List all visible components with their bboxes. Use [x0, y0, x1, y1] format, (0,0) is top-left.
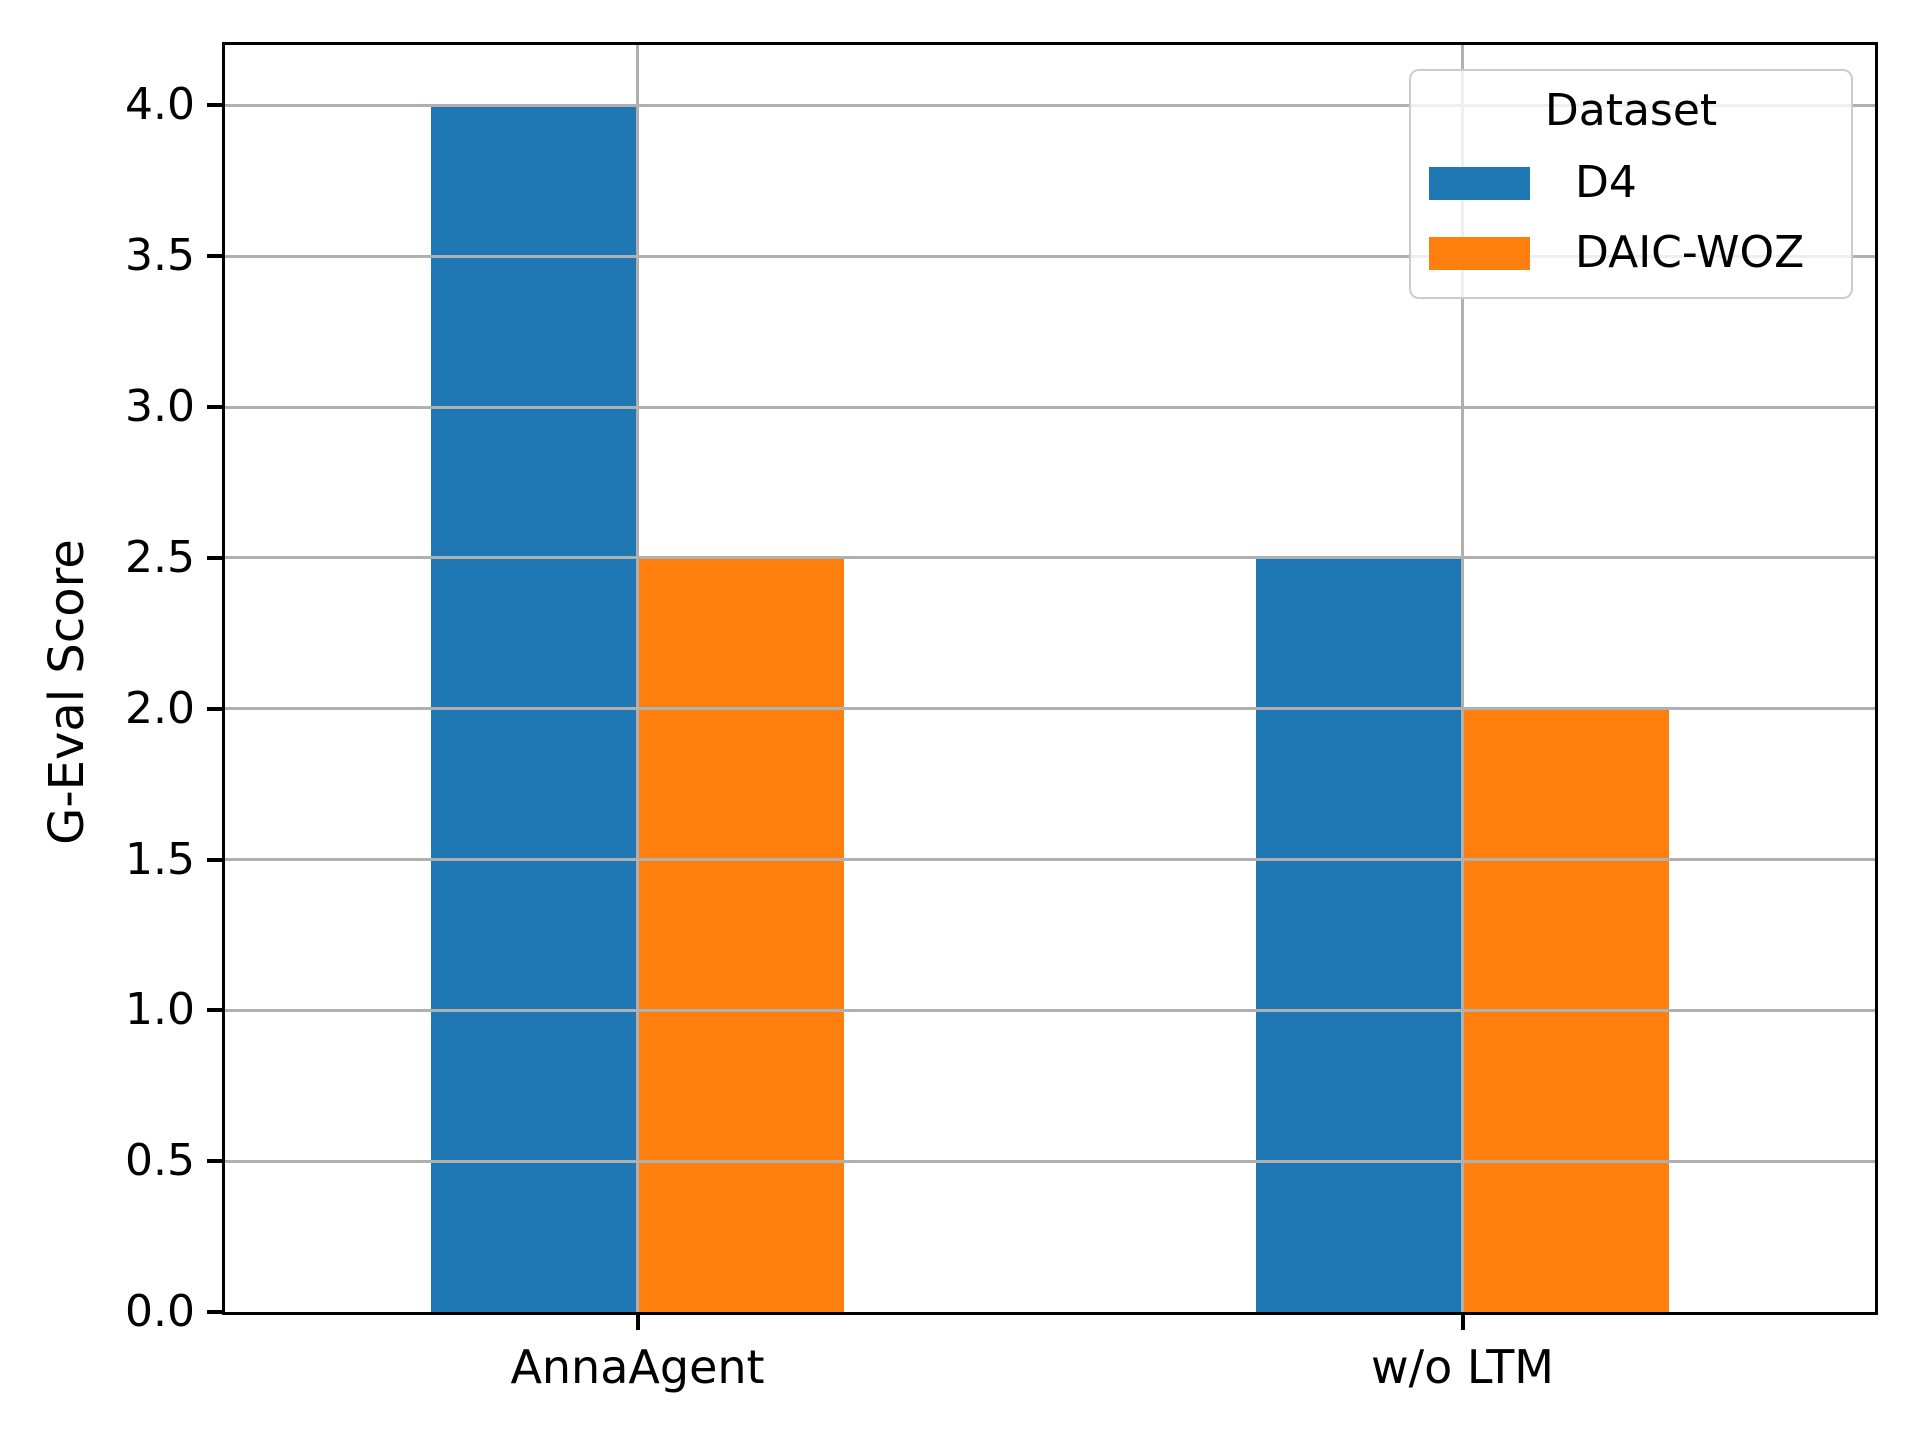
- y-gridline: [225, 1159, 1875, 1163]
- y-tick-label: 1.0: [125, 984, 195, 1036]
- y-gridline: [225, 707, 1875, 711]
- y-tickmark: [207, 857, 222, 862]
- grid-layer: [225, 45, 1875, 1312]
- x-gridline: [1461, 45, 1464, 1312]
- legend-label: D4: [1575, 157, 1637, 208]
- y-gridline: [225, 858, 1875, 861]
- y-gridline: [225, 103, 1875, 107]
- x-tick-label: AnnaAgent: [510, 1340, 765, 1394]
- legend-item: D4: [1429, 155, 1833, 211]
- legend-swatch: [1429, 236, 1530, 270]
- y-tick-label: 1.5: [125, 833, 195, 885]
- y-tickmark: [207, 1310, 222, 1314]
- y-tickmark: [207, 1008, 222, 1013]
- y-gridline: [225, 1008, 1875, 1012]
- y-tickmark: [207, 706, 222, 711]
- y-gridline: [225, 254, 1875, 258]
- y-gridline: [225, 556, 1875, 560]
- x-tickmark: [1460, 1315, 1465, 1330]
- bar-daic-woz-annaagent: [637, 557, 844, 1312]
- bars-layer: [225, 45, 1875, 1312]
- x-tickmark: [635, 1315, 640, 1330]
- y-tick-label: 3.0: [125, 381, 195, 432]
- x-tick-label: w/o LTM: [1371, 1340, 1554, 1394]
- bar-d4-w-o-ltm: [1256, 557, 1463, 1312]
- legend-label: DAIC-WOZ: [1575, 227, 1805, 278]
- y-tick-label: 0.5: [125, 1135, 195, 1187]
- y-tick-label: 0.0: [125, 1286, 195, 1337]
- y-tick-label: 2.5: [125, 531, 195, 583]
- y-tick-label: 4.0: [125, 79, 195, 131]
- y-tick-label: 2.0: [125, 682, 195, 734]
- x-gridline: [636, 45, 639, 1312]
- legend-items: D4 DAIC-WOZ: [1429, 155, 1833, 281]
- y-tickmark: [207, 405, 222, 409]
- legend: Dataset D4 DAIC-WOZ: [1409, 69, 1853, 299]
- legend-item: DAIC-WOZ: [1429, 225, 1833, 281]
- y-gridline: [225, 405, 1875, 409]
- y-tickmark: [207, 1159, 222, 1164]
- y-tick-label: 3.5: [125, 230, 195, 282]
- legend-title: Dataset: [1544, 85, 1718, 136]
- y-tickmark: [207, 555, 222, 560]
- y-tickmark: [207, 103, 222, 108]
- y-tickmark: [207, 254, 222, 259]
- legend-swatch: [1429, 166, 1530, 200]
